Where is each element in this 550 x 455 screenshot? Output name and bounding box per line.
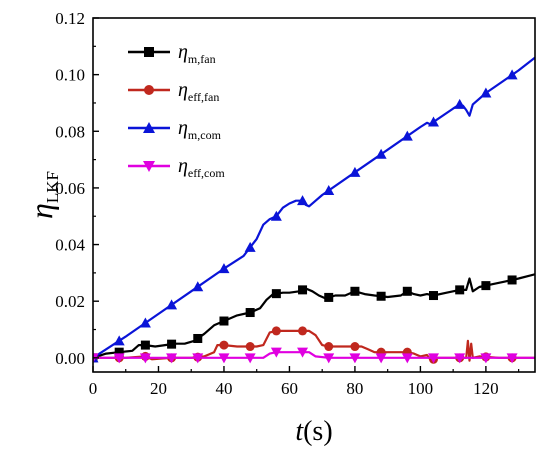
data-point: [323, 353, 335, 364]
y-tick-label: 0.02: [55, 292, 85, 311]
data-point: [244, 241, 256, 252]
legend-swatch-marker: [144, 47, 154, 57]
data-point: [454, 98, 466, 109]
plot-frame: [92, 17, 536, 373]
data-point: [271, 289, 281, 299]
series-m-com: [93, 56, 535, 363]
data-point: [324, 292, 334, 302]
data-point: [297, 347, 309, 358]
data-point: [376, 291, 386, 301]
data-point: [193, 333, 203, 343]
legend-item: ηeff,com: [128, 155, 225, 180]
x-tick-label: 20: [150, 379, 167, 398]
data-point: [192, 281, 204, 292]
data-point: [375, 148, 387, 159]
data-point: [506, 353, 518, 364]
data-point: [298, 326, 308, 336]
data-point: [401, 130, 413, 141]
data-point: [480, 353, 492, 364]
data-point: [349, 166, 361, 177]
data-point: [245, 308, 255, 318]
data-point: [297, 195, 309, 206]
data-point: [218, 353, 230, 364]
data-point: [218, 263, 230, 274]
data-point: [270, 347, 282, 358]
data-point: [429, 291, 439, 301]
data-point: [428, 353, 440, 364]
data-point: [507, 275, 517, 285]
x-tick-label: 60: [281, 379, 298, 398]
y-tick-label: 0.00: [55, 349, 85, 368]
y-tick-label: 0.08: [55, 122, 85, 141]
data-point: [350, 342, 360, 352]
series-line: [93, 56, 535, 359]
x-tick-label: 0: [89, 379, 98, 398]
x-tick-label: 120: [473, 379, 499, 398]
y-tick-label: 0.10: [55, 66, 85, 85]
y-axis-title-main: η: [23, 203, 59, 219]
data-point: [349, 353, 361, 364]
x-tick-label: 40: [215, 379, 232, 398]
data-point: [270, 210, 282, 221]
series-m-fan: [93, 273, 535, 363]
data-point: [401, 353, 413, 364]
legend-label: ηm,fan: [178, 41, 216, 66]
x-axis-title-unit: (s): [303, 416, 333, 447]
data-point: [113, 335, 125, 346]
data-point: [455, 285, 465, 295]
y-tick-label: 0.04: [55, 236, 85, 255]
data-point: [481, 281, 491, 291]
data-point: [167, 339, 177, 349]
y-tick-label: 0.12: [55, 9, 85, 28]
data-point: [166, 299, 178, 310]
data-point: [140, 340, 150, 350]
legend-label: ηeff,com: [178, 155, 225, 180]
series-eff-com: [93, 347, 535, 364]
legend-item: ηm,fan: [128, 41, 216, 66]
y-axis: 0.00 0.02 0.04 0.06 0.08 0.10 0.12: [55, 9, 99, 368]
data-point: [219, 340, 229, 350]
x-axis-title-main: t: [295, 416, 304, 447]
data-point: [245, 342, 255, 352]
data-point: [480, 87, 492, 98]
x-axis: 0 20 40 60 80 100 120: [89, 366, 520, 398]
legend-swatch-marker: [143, 161, 155, 172]
x-tick-label: 100: [408, 379, 434, 398]
data-point: [454, 353, 466, 364]
legend-item: ηm,com: [128, 117, 222, 142]
data-point: [139, 353, 151, 364]
legend-label: ηeff,fan: [178, 79, 219, 104]
data-point: [428, 116, 440, 127]
legend: ηm,fan ηeff,fan ηm,com ηeff,com: [128, 41, 225, 180]
data-point: [506, 69, 518, 80]
legend-swatch-marker: [143, 122, 155, 133]
y-axis-title-sub: LKF: [43, 171, 62, 203]
legend-label: ηm,com: [178, 117, 222, 142]
data-point: [219, 316, 229, 326]
data-point: [192, 353, 204, 364]
data-point: [298, 285, 308, 295]
data-point: [323, 184, 335, 195]
y-tick-label: 0.06: [55, 179, 85, 198]
data-point: [271, 326, 281, 336]
data-point: [402, 286, 412, 296]
x-axis-title: t(s): [295, 416, 332, 447]
data-point: [350, 286, 360, 296]
legend-item: ηeff,fan: [128, 79, 219, 104]
x-tick-label: 80: [346, 379, 363, 398]
data-point: [324, 342, 334, 352]
y-axis-title: ηLKF: [23, 171, 62, 219]
data-point: [244, 353, 256, 364]
data-point: [113, 353, 125, 364]
data-point: [375, 353, 387, 364]
data-point: [114, 347, 124, 357]
data-point: [166, 353, 178, 364]
series-layer: [93, 56, 535, 364]
legend-swatch-marker: [144, 85, 154, 95]
data-point: [139, 317, 151, 328]
